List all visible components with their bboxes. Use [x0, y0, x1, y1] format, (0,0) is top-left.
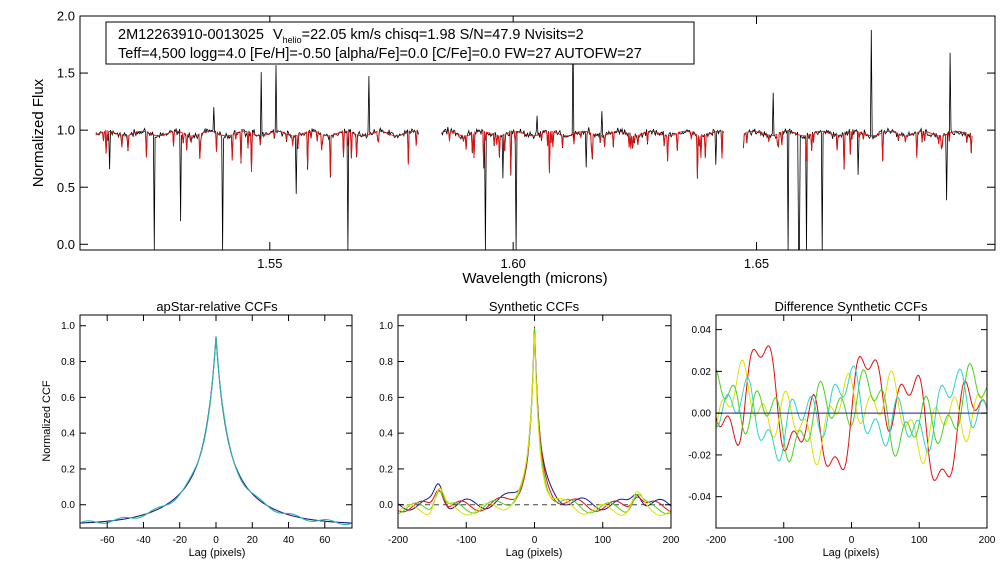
x-tick-label: -200 [706, 535, 726, 546]
annotation-frame [105, 21, 695, 65]
difference-ccf-line [715, 365, 988, 462]
x-tick-label: 200 [979, 535, 996, 546]
difference-ccf-title: Difference Synthetic CCFs [775, 299, 928, 314]
synthetic-ccf-line [397, 326, 672, 513]
x-tick-label: 100 [594, 535, 611, 546]
annotation-line-1: 2M12263910-0013025 Vhelio=22.05 km/s chis… [118, 27, 584, 45]
y-tick-label: 0.6 [379, 393, 393, 404]
x-tick-label: 1.55 [257, 256, 282, 271]
y-tick-label: -0.02 [688, 450, 711, 461]
difference-ccf-traces [715, 345, 988, 482]
synthetic-ccf-x-label: Lag (pixels) [506, 547, 563, 559]
y-tick-label: 0.0 [57, 237, 75, 252]
y-tick-label: 1.0 [61, 321, 75, 332]
x-tick-label: 1.60 [501, 256, 526, 271]
y-tick-label: 2.0 [57, 9, 75, 24]
synthetic-ccf-line [397, 333, 672, 516]
apstar-ccf-line [80, 336, 352, 524]
y-tick-label: 0.2 [61, 464, 75, 475]
observed-spectrum-line [743, 29, 973, 251]
x-tick-label: -200 [388, 535, 408, 546]
apstar-ccf-traces [79, 336, 353, 526]
apstar-ccf-y-label: Normalized CCF [41, 380, 53, 462]
y-tick-label: 0.4 [61, 429, 75, 440]
y-tick-label: 1.0 [379, 321, 393, 332]
y-tick-label: 1.0 [57, 123, 75, 138]
apstar-ccf-axes: -60 -40 -20 0 20 40 60 0.0 0.2 0.4 0.6 0.8 1.0 [61, 315, 352, 546]
difference-ccf-line [715, 363, 988, 463]
apstar-ccf-title: apStar-relative CCFs [156, 299, 278, 314]
synthetic-ccf-axes: -200 -100 0 100 200 0.0 0.2 0.4 0.6 0.8 1.0 [379, 315, 680, 546]
y-tick-label: 0.02 [692, 367, 712, 378]
synthetic-spectrum-line [441, 130, 724, 178]
spectrum-plot-frame [79, 15, 996, 251]
spectrum-y-label: Normalized Flux [30, 78, 47, 187]
x-tick-label: -60 [100, 535, 115, 546]
y-tick-label: 0.6 [61, 393, 75, 404]
apstar-ccf-line [79, 336, 353, 526]
spectrum-panel: 1.55 1.60 1.65 0.0 0.5 1.0 1.5 2.0 2M12263910-0… [30, 9, 996, 287]
difference-ccf-axes: -200 -100 0 100 200 -0.04 -0.02 0.00 0.02 0.04 [688, 315, 996, 546]
spectrum-x-label: Wavelength (microns) [462, 270, 607, 287]
y-tick-label: 1.5 [57, 66, 75, 81]
y-tick-label: 0.0 [379, 500, 393, 511]
x-tick-label: 0 [849, 535, 855, 546]
apstar-ccf-frame [79, 314, 353, 529]
spectrum-axes: 1.55 1.60 1.65 0.0 0.5 1.0 1.5 2.0 [57, 9, 995, 271]
difference-ccf-line [715, 359, 988, 466]
x-tick-label: 100 [911, 535, 928, 546]
y-tick-label: 0.0 [61, 500, 75, 511]
x-tick-label: 60 [319, 535, 331, 546]
x-tick-label: 0 [213, 535, 219, 546]
x-tick-label: -100 [774, 535, 794, 546]
difference-ccf-panel: Difference Synthetic CCFs -200 -100 0 100 20… [688, 299, 996, 559]
synthetic-spectrum-line [95, 130, 419, 176]
x-tick-label: 20 [247, 535, 259, 546]
apstar-ccf-panel: apStar-relative CCFs -60 -40 -20 0 20 40 60 0.0… [41, 299, 353, 559]
x-tick-label: 200 [663, 535, 680, 546]
x-tick-label: 40 [283, 535, 295, 546]
y-tick-label: 0.00 [692, 409, 712, 420]
difference-ccf-x-label: Lag (pixels) [823, 547, 880, 559]
y-tick-label: -0.04 [688, 492, 711, 503]
apstar-ccf-x-label: Lag (pixels) [189, 547, 246, 559]
x-tick-label: 1.65 [744, 256, 769, 271]
synthetic-ccf-traces [397, 326, 672, 516]
x-tick-label: -40 [136, 535, 151, 546]
y-tick-label: 0.2 [379, 464, 393, 475]
y-tick-label: 0.8 [61, 357, 75, 368]
x-tick-label: 0 [532, 535, 538, 546]
synthetic-ccf-title: Synthetic CCFs [489, 299, 580, 314]
spectrum-traces [95, 26, 973, 251]
synthetic-ccf-line [397, 329, 672, 511]
y-tick-label: 0.8 [379, 357, 393, 368]
synthetic-spectrum-line [742, 130, 973, 168]
y-tick-label: 0.5 [57, 180, 75, 195]
annotation-line-2: Teff=4,500 logg=4.0 [Fe/H]=-0.50 [alpha/… [118, 46, 642, 62]
observed-spectrum-line [95, 65, 420, 251]
x-tick-label: -100 [456, 535, 476, 546]
x-tick-label: -20 [173, 535, 188, 546]
y-tick-label: 0.04 [692, 325, 712, 336]
y-tick-label: 0.4 [379, 429, 393, 440]
synthetic-ccf-panel: Synthetic CCFs -200 -100 0 100 200 0.0 0.2 0.4 0… [379, 299, 680, 559]
synthetic-ccf-line [397, 327, 672, 515]
spectrum-annotation-box: 2M12263910-0013025 Vhelio=22.05 km/s chis… [105, 21, 695, 65]
